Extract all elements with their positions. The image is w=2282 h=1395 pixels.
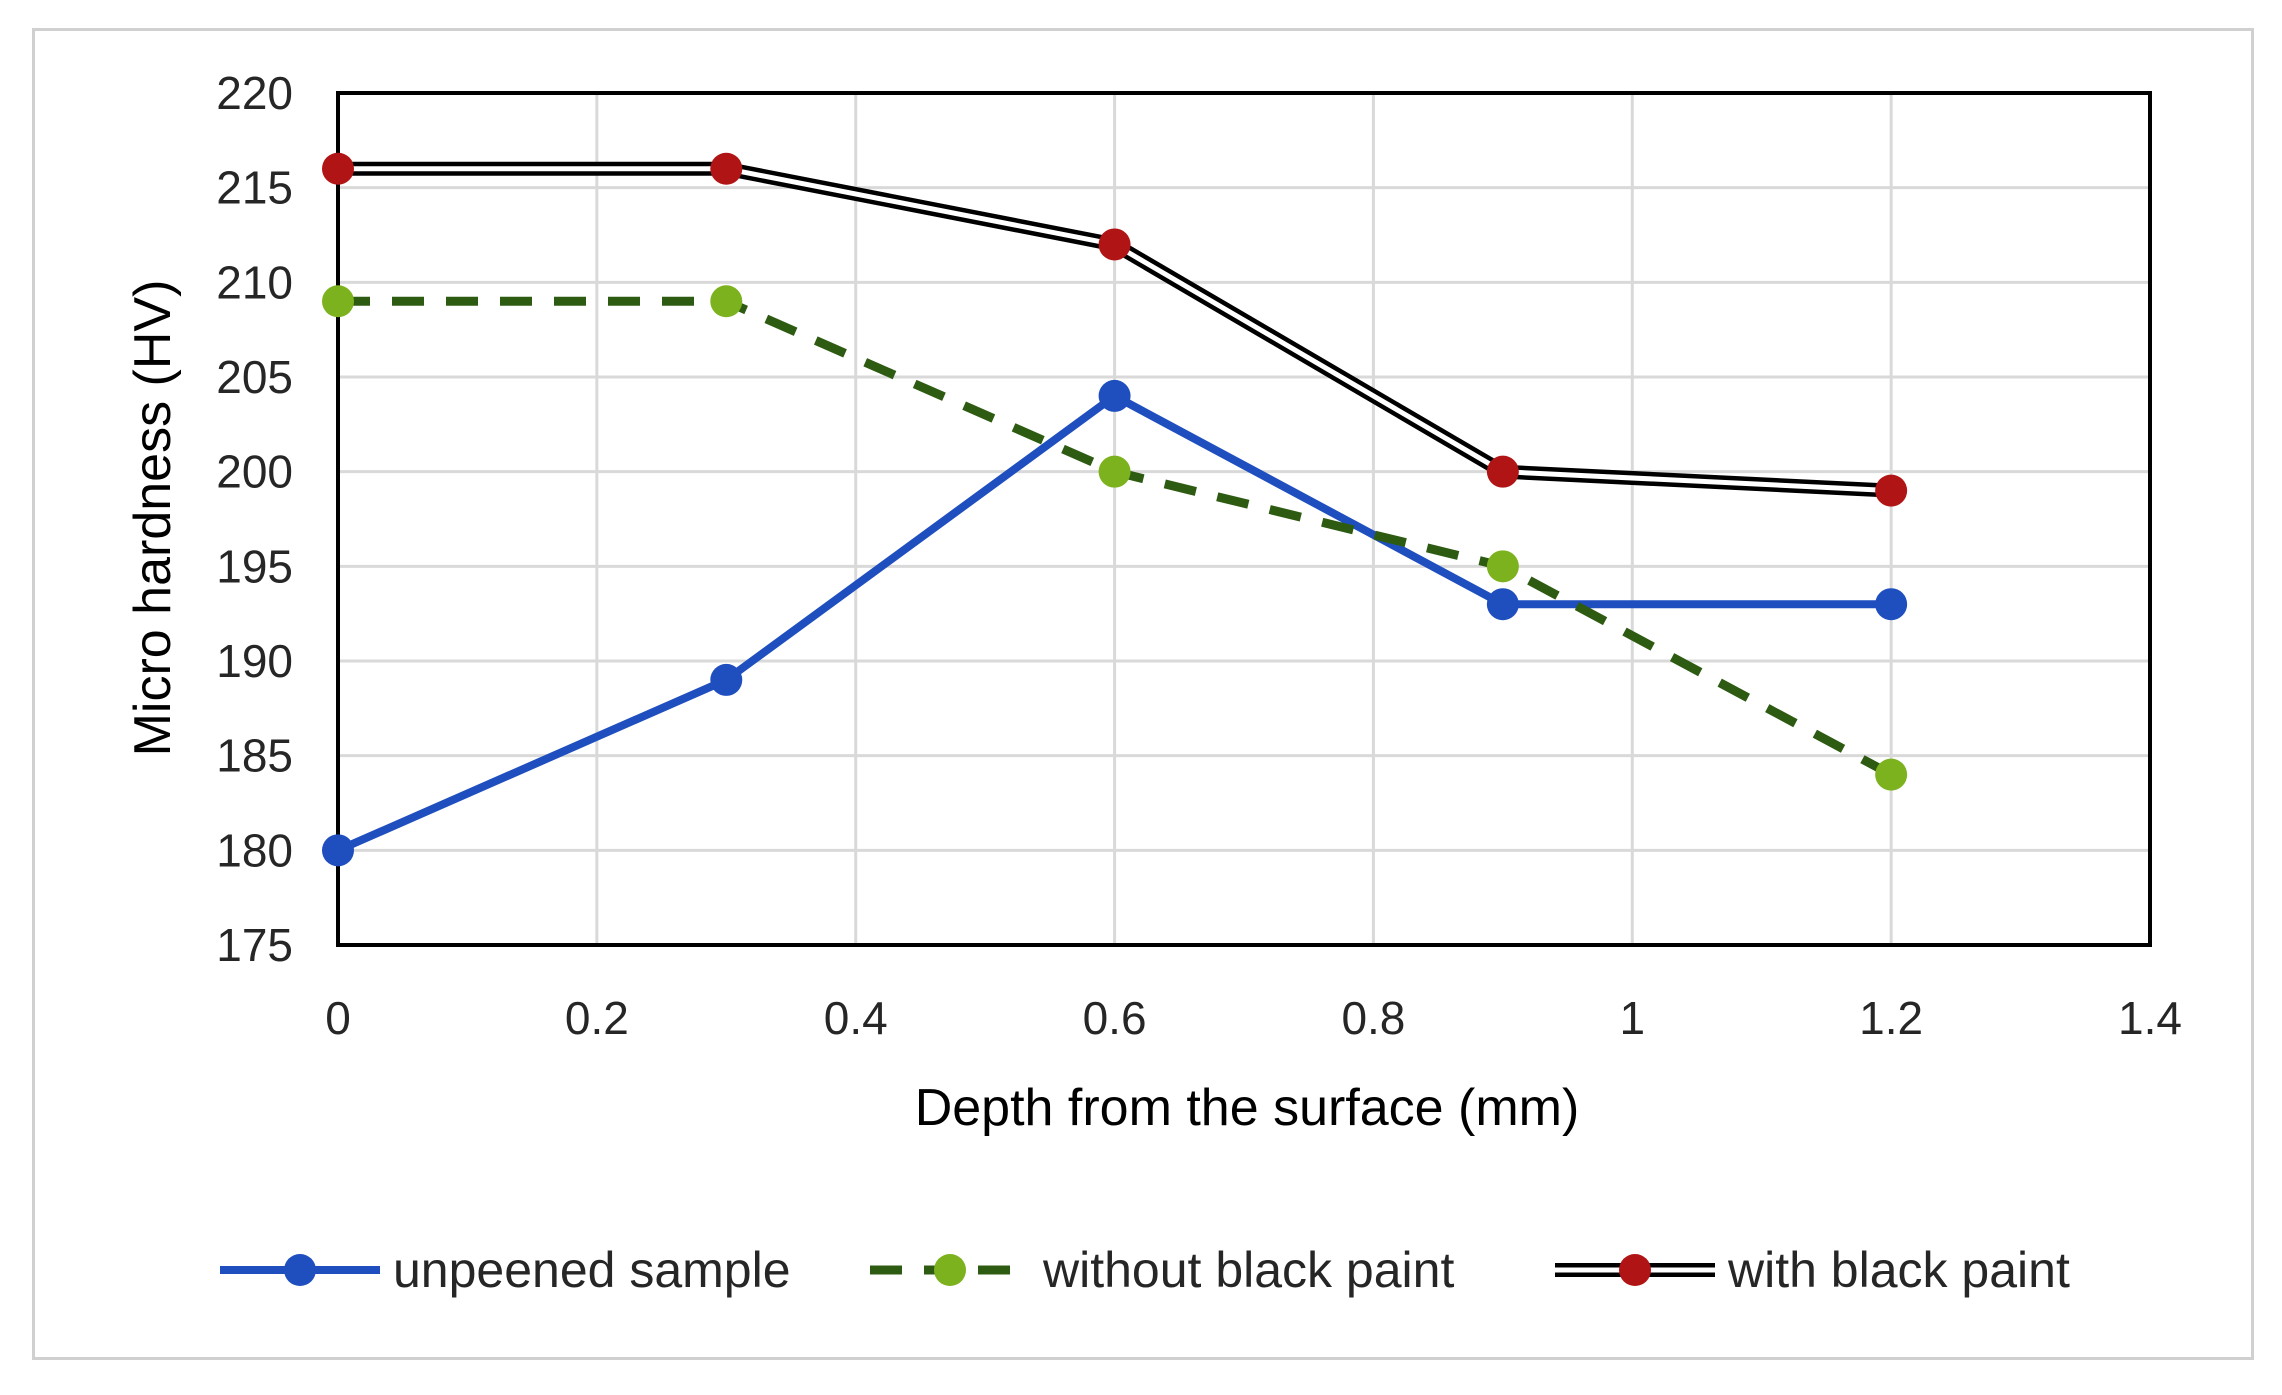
legend-label: without black paint (1042, 1242, 1454, 1298)
data-point-unpeened-sample (322, 834, 354, 867)
data-point-unpeened-sample (1875, 588, 1908, 621)
x-tick-label: 0.8 (1341, 992, 1405, 1044)
y-tick-label: 175 (216, 919, 293, 971)
data-point-with-black-paint (322, 152, 354, 185)
legend-item-with-black-paint: with black paint (1555, 1242, 2070, 1298)
data-point-without-black-paint (1486, 550, 1519, 583)
data-point-with-black-paint (1486, 455, 1519, 488)
legend-swatch-unpeened-sample (220, 1254, 380, 1286)
legend-marker-without-black-paint (934, 1254, 966, 1286)
series-unpeened-sample (322, 379, 1908, 867)
y-tick-label: 200 (216, 446, 293, 498)
legend-label: unpeened sample (393, 1242, 791, 1298)
legend-marker-unpeened-sample (284, 1254, 316, 1286)
legend-item-without-black-paint: without black paint (870, 1242, 1454, 1298)
x-tick-label: 0.4 (824, 992, 888, 1044)
data-point-without-black-paint (322, 285, 354, 318)
data-point-unpeened-sample (710, 663, 743, 696)
data-point-with-black-paint (1098, 228, 1131, 261)
x-tick-label: 1.4 (2118, 992, 2182, 1044)
x-tick-label: 0.2 (565, 992, 629, 1044)
legend-label: with black paint (1727, 1242, 2070, 1298)
x-tick-label: 0 (325, 992, 351, 1044)
grid-layer (336, 91, 2152, 947)
data-point-with-black-paint (1875, 474, 1908, 507)
y-tick-label: 195 (216, 540, 293, 592)
y-tick-label: 180 (216, 824, 293, 876)
data-point-without-black-paint (710, 285, 743, 318)
data-point-without-black-paint (1098, 455, 1131, 488)
x-tick-label: 1 (1619, 992, 1645, 1044)
y-tick-label: 210 (216, 256, 293, 308)
y-tick-label: 205 (216, 351, 293, 403)
data-point-unpeened-sample (1098, 379, 1131, 412)
series-layer (322, 152, 1908, 867)
x-tick-label: 0.6 (1083, 992, 1147, 1044)
y-tick-label: 185 (216, 730, 293, 782)
y-tick-label: 220 (216, 67, 293, 119)
tick-layer: 0 0.2 0.4 0.6 0.8 1 1.2 1.4 175 180 185 190 195 200 20… (216, 67, 2182, 1044)
data-point-without-black-paint (1875, 758, 1908, 791)
data-point-with-black-paint (710, 152, 743, 185)
legend-swatch-with-black-paint (1555, 1254, 1715, 1286)
x-tick-label: 1.2 (1859, 992, 1923, 1044)
chart-frame (32, 28, 2254, 1360)
y-tick-label: 190 (216, 635, 293, 687)
data-point-unpeened-sample (1486, 588, 1519, 621)
series-without-black-paint (322, 285, 1908, 791)
y-axis-title: Micro hardness (HV) (124, 280, 182, 757)
series-with-black-paint (322, 152, 1908, 507)
x-axis-title: Depth from the surface (mm) (915, 1079, 1580, 1137)
legend-marker-with-black-paint (1619, 1254, 1651, 1286)
legend-item-unpeened-sample: unpeened sample (220, 1242, 791, 1298)
plot-border (336, 91, 2152, 947)
legend: unpeened sample without black paint with b… (220, 1242, 2070, 1298)
y-tick-label: 215 (216, 162, 293, 214)
legend-swatch-without-black-paint (870, 1254, 1030, 1286)
